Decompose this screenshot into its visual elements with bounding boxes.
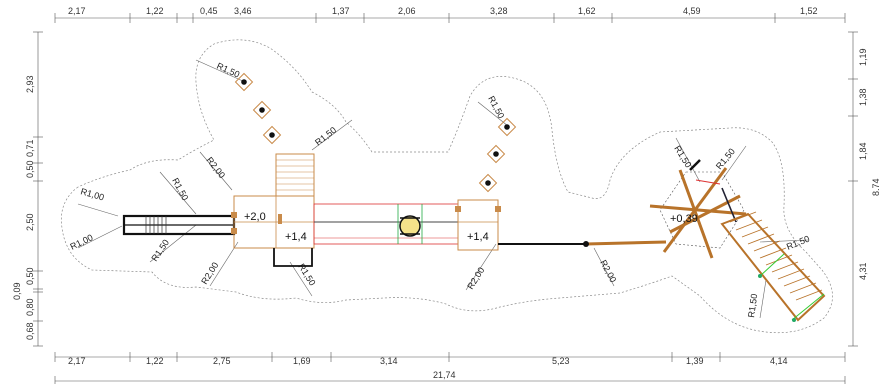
bottom-dimension-chain: 2,17 1,22 2,75 1,69 3,14 5,23 1,39 4,14 … xyxy=(54,352,846,384)
top-dim-8: 1,62 xyxy=(578,6,596,16)
top-dimension-chain: 2,17 1,22 0,45 3,46 1,37 2,06 3,28 1,62 … xyxy=(54,6,846,23)
radius-label: R1,50 xyxy=(785,234,811,252)
left-dim-6: 0,09 xyxy=(12,282,22,300)
radius-label: R1,00 xyxy=(79,186,105,202)
top-dim-4: 3,46 xyxy=(234,6,252,16)
height-labels: +2,0 +1,4 +1,4 +0,39 xyxy=(244,211,698,243)
top-dim-6: 2,06 xyxy=(398,6,416,16)
radius-label: R1,50 xyxy=(215,61,241,80)
safety-zone-outline xyxy=(61,39,833,334)
top-dim-5: 1,37 xyxy=(332,6,350,16)
bottom-dim-5: 3,14 xyxy=(380,356,398,366)
bottom-dim-7: 1,39 xyxy=(686,356,704,366)
radius-label: R1,50 xyxy=(746,293,759,318)
stepping-post xyxy=(497,117,517,137)
radius-label: R2,00 xyxy=(465,265,486,291)
top-dim-10: 1,52 xyxy=(800,6,818,16)
left-dim-8: 0,68 xyxy=(25,322,35,340)
net-ramp xyxy=(720,211,826,322)
bottom-dim-4: 1,69 xyxy=(293,356,311,366)
second-platform xyxy=(455,199,501,251)
radius-labels: R1,50 R1,50 R1,50 R2,00 R1,50 R1,00 R1,0… xyxy=(68,61,811,319)
right-dim-3: 1,84 xyxy=(858,142,868,160)
left-dim-7: 0,80 xyxy=(25,298,35,316)
radius-label: R1,50 xyxy=(672,144,693,170)
radius-label: R1,50 xyxy=(170,176,190,202)
right-dimension-chain: 1,19 1,38 1,84 4,31 8,74 xyxy=(848,31,879,347)
radius-lines xyxy=(77,59,809,319)
left-dimension-chain: 2,93 0,71 0,50 2,50 0,50 0,09 0,80 0,68 xyxy=(12,31,43,347)
tower-platform xyxy=(231,153,315,267)
top-dim-9: 4,59 xyxy=(683,6,701,16)
left-dim-2: 0,71 xyxy=(25,139,35,157)
radius-label: R1,50 xyxy=(714,146,737,171)
right-dim-4: 4,31 xyxy=(858,262,868,280)
bottom-dim-6: 5,23 xyxy=(552,356,570,366)
right-dim-2: 1,38 xyxy=(858,88,868,106)
height-label-platform-2: +1,4 xyxy=(467,231,489,243)
bottom-dim-3: 2,75 xyxy=(213,356,231,366)
left-dim-1: 2,93 xyxy=(25,75,35,93)
stepping-post xyxy=(486,144,506,164)
radius-label: R1,50 xyxy=(149,238,171,264)
radius-label: R1,00 xyxy=(68,232,94,252)
right-dim-1: 1,19 xyxy=(858,48,868,66)
radius-label: R2,00 xyxy=(204,155,227,180)
right-total-dim: 8,74 xyxy=(871,178,879,196)
left-dim-3: 0,50 xyxy=(25,160,35,178)
height-label-platform-1: +1,4 xyxy=(285,231,307,243)
height-label-spider: +0,39 xyxy=(670,213,698,225)
top-dim-2: 1,22 xyxy=(146,6,164,16)
top-dim-7: 3,28 xyxy=(490,6,508,16)
stepping-post xyxy=(262,125,282,145)
radius-label: R1,50 xyxy=(313,125,338,148)
radius-label: R2,00 xyxy=(199,260,220,286)
rope-bridge xyxy=(313,203,459,245)
stepping-posts xyxy=(234,72,517,193)
left-dim-5: 0,50 xyxy=(25,267,35,285)
stepping-post xyxy=(478,173,498,193)
total-width-dim: 21,74 xyxy=(433,370,456,380)
stepping-post xyxy=(234,72,254,92)
spider-net-frame xyxy=(649,159,747,259)
stepping-post xyxy=(252,100,272,120)
bottom-dim-8: 4,14 xyxy=(770,356,788,366)
radius-label: R2,00 xyxy=(598,258,618,284)
balance-beam xyxy=(498,240,667,247)
entry-ladder xyxy=(122,214,236,236)
bottom-dim-1: 2,17 xyxy=(68,356,86,366)
radius-label: R1,50 xyxy=(486,94,506,120)
height-label-tower: +2,0 xyxy=(244,211,266,223)
bottom-dim-2: 1,22 xyxy=(146,356,164,366)
top-dim-1: 2,17 xyxy=(68,6,86,16)
left-dim-4: 2,50 xyxy=(25,213,35,231)
top-dim-3: 0,45 xyxy=(200,6,218,16)
